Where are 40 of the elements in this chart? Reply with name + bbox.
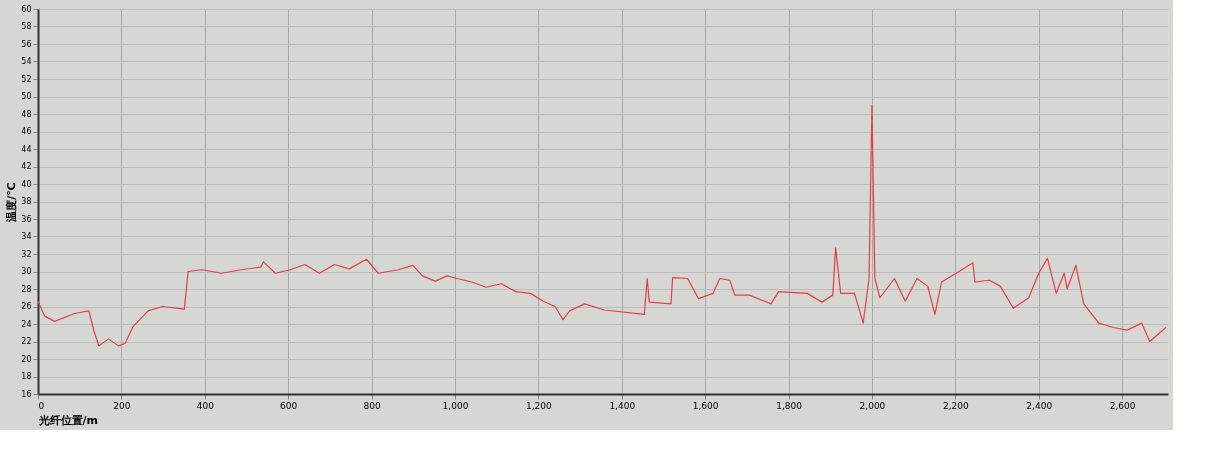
- y-tick-label: 20: [21, 354, 32, 364]
- line-series: [38, 104, 1167, 347]
- y-tick-label: 22: [21, 337, 32, 346]
- x-tick-label: 0: [38, 400, 45, 411]
- x-tick-label: 1,600: [692, 400, 719, 411]
- y-tick-label: 58: [21, 22, 32, 31]
- y-tick-label: 44: [21, 144, 32, 154]
- x-tick-label: 400: [196, 400, 215, 411]
- y-tick-label: 28: [21, 284, 32, 294]
- y-tick-label: 16: [21, 389, 32, 399]
- x-tick-label: 1,000: [442, 400, 469, 411]
- y-tick-label: 48: [21, 109, 32, 119]
- y-tick-label: 56: [21, 39, 32, 49]
- y-tick-label: 50: [21, 92, 32, 101]
- y-tick-label: 18: [21, 372, 32, 381]
- x-axis-title: 光纤位置/m: [37, 413, 98, 427]
- y-tick-label: 32: [21, 249, 32, 259]
- y-tick-label: 36: [21, 214, 32, 224]
- y-tick-label: 30: [21, 267, 32, 276]
- x-tick-label: 1,800: [776, 400, 803, 411]
- y-tick-label: 34: [21, 232, 32, 241]
- y-tick-label: 24: [21, 319, 32, 329]
- y-tick-label: 38: [21, 197, 32, 206]
- x-tick-label: 600: [280, 400, 298, 411]
- x-tick-label: 1,200: [525, 400, 553, 411]
- y-tick-label: 26: [21, 302, 32, 311]
- x-tick-label: 2,600: [1109, 400, 1136, 411]
- x-tick-label: 2,200: [942, 400, 969, 411]
- y-tick-label: 54: [21, 57, 32, 66]
- y-tick-label: 60: [21, 4, 32, 14]
- x-tick-label: 200: [113, 400, 131, 411]
- y-axis-title: 温度/℃: [5, 182, 19, 223]
- x-tick-label: 1,400: [609, 400, 636, 411]
- x-tick-label: 2,400: [1026, 400, 1053, 411]
- x-tick-label: 800: [363, 400, 381, 411]
- y-tick-label: 40: [21, 179, 32, 189]
- y-tick-label: 42: [21, 162, 32, 171]
- x-tick-label: 2,000: [859, 400, 886, 411]
- y-tick-label: 46: [21, 127, 32, 136]
- y-tick-label: 52: [21, 74, 32, 84]
